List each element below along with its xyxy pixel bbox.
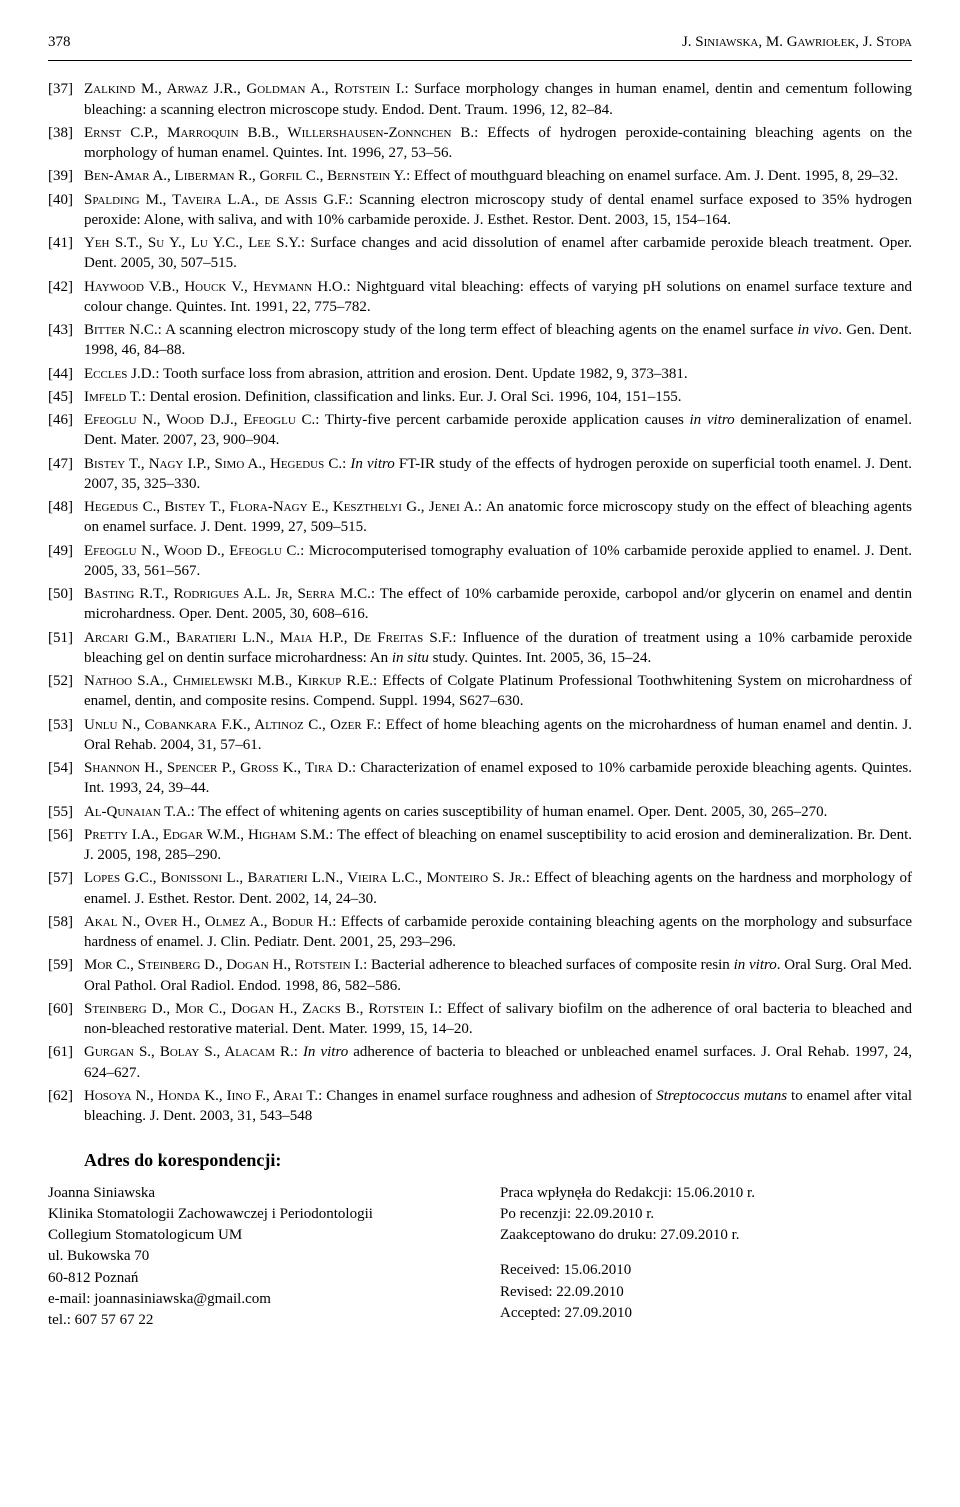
reference-item: [59]Mor C., Steinberg D., Dogan H., Rots… xyxy=(48,955,912,996)
reference-item: [41]Yeh S.T., Su Y., Lu Y.C., Lee S.Y.: … xyxy=(48,233,912,274)
reference-item: [47]Bistey T., Nagy I.P., Simo A., Heged… xyxy=(48,454,912,495)
correspondence-left: Joanna SiniawskaKlinika Stomatologii Zac… xyxy=(48,1183,460,1332)
page-header: 378 J. Siniawska, M. Gawriołek, J. Stopa xyxy=(48,32,912,52)
reference-item: [42]Haywood V.B., Houck V., Heymann H.O.… xyxy=(48,277,912,318)
reference-item: [49]Efeoglu N., Wood D., Efeoglu C.: Mic… xyxy=(48,541,912,582)
date-line: Zaakceptowano do druku: 27.09.2010 r. xyxy=(500,1225,912,1245)
reference-item: [39]Ben-Amar A., Liberman R., Gorfil C.,… xyxy=(48,166,912,186)
reference-item: [48]Hegedus C., Bistey T., Flora-Nagy E.… xyxy=(48,497,912,538)
correspondence-right: Praca wpłynęła do Redakcji: 15.06.2010 r… xyxy=(500,1183,912,1332)
header-rule xyxy=(48,60,912,61)
correspondence-line: 60-812 Poznań xyxy=(48,1268,460,1288)
date-line: Revised: 22.09.2010 xyxy=(500,1282,912,1302)
reference-item: [44]Eccles J.D.: Tooth surface loss from… xyxy=(48,364,912,384)
reference-item: [50]Basting R.T., Rodrigues A.L. Jr, Ser… xyxy=(48,584,912,625)
reference-item: [46]Efeoglu N., Wood D.J., Efeoglu C.: T… xyxy=(48,410,912,451)
correspondence-line: tel.: 607 57 67 22 xyxy=(48,1310,460,1330)
reference-item: [60]Steinberg D., Mor C., Dogan H., Zack… xyxy=(48,999,912,1040)
correspondence-line: Klinika Stomatologii Zachowawczej i Peri… xyxy=(48,1204,460,1224)
reference-item: [54]Shannon H., Spencer P., Gross K., Ti… xyxy=(48,758,912,799)
date-line: Accepted: 27.09.2010 xyxy=(500,1303,912,1323)
reference-item: [62]Hosoya N., Honda K., Iino F., Arai T… xyxy=(48,1086,912,1127)
dates-polish: Praca wpłynęła do Redakcji: 15.06.2010 r… xyxy=(500,1183,912,1246)
reference-item: [56]Pretty I.A., Edgar W.M., Higham S.M.… xyxy=(48,825,912,866)
reference-item: [51]Arcari G.M., Baratieri L.N., Maia H.… xyxy=(48,628,912,669)
references-list: [37]Zalkind M., Arwaz J.R., Goldman A., … xyxy=(48,79,912,1126)
reference-item: [37]Zalkind M., Arwaz J.R., Goldman A., … xyxy=(48,79,912,120)
correspondence-line: e-mail: joannasiniawska@gmail.com xyxy=(48,1289,460,1309)
date-line: Po recenzji: 22.09.2010 r. xyxy=(500,1204,912,1224)
reference-item: [43]Bitter N.C.: A scanning electron mic… xyxy=(48,320,912,361)
reference-item: [52]Nathoo S.A., Chmielewski M.B., Kirku… xyxy=(48,671,912,712)
correspondence-line: Joanna Siniawska xyxy=(48,1183,460,1203)
reference-item: [45]Imfeld T.: Dental erosion. Definitio… xyxy=(48,387,912,407)
date-line: Received: 15.06.2010 xyxy=(500,1260,912,1280)
reference-item: [55]Al-Qunaian T.A.: The effect of white… xyxy=(48,802,912,822)
correspondence-line: ul. Bukowska 70 xyxy=(48,1246,460,1266)
date-line: Praca wpłynęła do Redakcji: 15.06.2010 r… xyxy=(500,1183,912,1203)
reference-item: [53]Unlu N., Cobankara F.K., Altinoz C.,… xyxy=(48,715,912,756)
running-head: J. Siniawska, M. Gawriołek, J. Stopa xyxy=(682,32,912,52)
reference-item: [57]Lopes G.C., Bonissoni L., Baratieri … xyxy=(48,868,912,909)
reference-item: [40]Spalding M., Taveira L.A., de Assis … xyxy=(48,190,912,231)
dates-english: Received: 15.06.2010Revised: 22.09.2010A… xyxy=(500,1260,912,1323)
correspondence-block: Joanna SiniawskaKlinika Stomatologii Zac… xyxy=(48,1183,912,1332)
reference-item: [61]Gurgan S., Bolay S., Alacam R.: In v… xyxy=(48,1042,912,1083)
reference-item: [38]Ernst C.P., Marroquin B.B., Willersh… xyxy=(48,123,912,164)
correspondence-line: Collegium Stomatologicum UM xyxy=(48,1225,460,1245)
correspondence-heading: Adres do korespondencji: xyxy=(84,1148,912,1172)
reference-item: [58]Akal N., Over H., Olmez A., Bodur H.… xyxy=(48,912,912,953)
page-number: 378 xyxy=(48,32,71,52)
